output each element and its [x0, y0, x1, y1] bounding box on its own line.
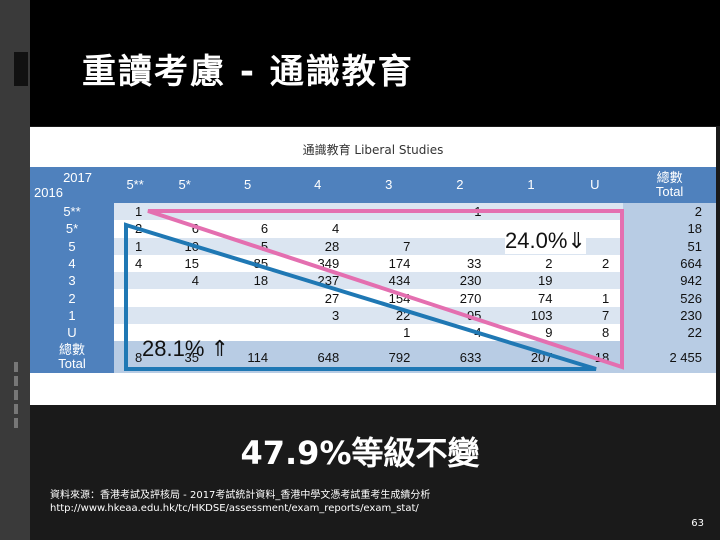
table-cell: 3 — [282, 306, 354, 325]
table-cell — [212, 324, 283, 342]
col-header: 5** — [114, 167, 157, 203]
row-total-cell: 664 — [623, 254, 716, 273]
table-row: 2 27 154 270 74 1 526 — [30, 289, 716, 307]
row-total-cell: 942 — [623, 272, 716, 290]
pink-annotation: 24.0%⇓ — [505, 228, 586, 254]
row-label: 5 — [30, 237, 114, 255]
table-cell: 15 — [156, 254, 213, 273]
table-cell — [212, 306, 283, 325]
table-cell: 28 — [282, 237, 354, 255]
decor-bar — [14, 52, 28, 86]
table-cell — [212, 289, 283, 307]
total-row-label: 總數 Total — [30, 341, 114, 374]
table-row: 3 4 18 237 434 230 19 942 — [30, 272, 716, 290]
table-cell: 2 — [495, 254, 567, 273]
table-row: U 1 4 9 8 22 — [30, 324, 716, 342]
row-label: 2 — [30, 289, 114, 307]
total-cell: 2 455 — [623, 341, 716, 374]
table-cell: 8 — [566, 324, 624, 342]
row-label: U — [30, 324, 114, 342]
blue-annotation: 28.1% ⇑ — [142, 336, 229, 361]
title-band — [30, 0, 720, 126]
table-cell — [282, 324, 354, 342]
table-cell: 9 — [495, 324, 567, 342]
source-note: 資料來源：香港考試及評核局 - 2017考試統計資料_香港中學文憑考試重考生成績… — [50, 489, 430, 515]
row-label: 3 — [30, 272, 114, 290]
table-cell: 270 — [424, 289, 496, 307]
table-cell — [424, 220, 496, 238]
blue-triangle — [124, 222, 597, 371]
table-cell: 230 — [424, 272, 496, 290]
annotation-overlay — [124, 209, 624, 371]
source-line-2: http://www.hkeaa.edu.hk/tc/HKDSE/assessm… — [50, 503, 419, 514]
row-label: 4 — [30, 254, 114, 273]
table-cell: 74 — [495, 289, 567, 307]
col-header: 總數 Total — [623, 167, 716, 203]
table-cell: 4 — [282, 220, 354, 238]
table-cell: 174 — [353, 254, 425, 273]
col-header: 2 — [424, 167, 496, 203]
col-header: 5 — [212, 167, 283, 203]
page-number: 63 — [691, 518, 704, 529]
table-cell — [424, 237, 496, 255]
table-cell — [156, 324, 213, 342]
corner-year-2016: 2016 — [34, 185, 63, 200]
col-header: 3 — [353, 167, 425, 203]
table-cell: 33 — [424, 254, 496, 273]
table-cell: 6 — [156, 220, 213, 238]
corner-cell: 2017 2016 — [30, 167, 114, 203]
source-line-1: 資料來源：香港考試及評核局 - 2017考試統計資料_香港中學文憑考試重考生成績… — [50, 490, 431, 501]
row-total-cell: 18 — [623, 220, 716, 238]
table-cell: 2 — [566, 254, 624, 273]
slide-title: 重讀考慮 - 通識教育 — [82, 52, 414, 92]
row-total-cell: 51 — [623, 237, 716, 255]
col-header: U — [566, 167, 624, 203]
row-label: 1 — [30, 306, 114, 325]
table-cell: 103 — [495, 306, 567, 325]
headline-stat: 47.9%等級不變 — [240, 434, 480, 472]
row-total-cell: 526 — [623, 289, 716, 307]
table-cell — [566, 272, 624, 290]
table-cell: 18 — [212, 272, 283, 290]
table-cell — [353, 220, 425, 238]
table-cell: 27 — [282, 289, 354, 307]
table-cell: 19 — [495, 272, 567, 290]
table-cell — [156, 289, 213, 307]
left-strip — [0, 0, 30, 540]
col-header: 1 — [495, 167, 567, 203]
pink-triangle — [147, 209, 624, 370]
table-cell: 1 — [566, 289, 624, 307]
table-cell: 7 — [566, 306, 624, 325]
row-total-cell: 2 — [623, 203, 716, 221]
corner-year-2017: 2017 — [63, 170, 92, 185]
col-header: 4 — [282, 167, 354, 203]
row-total-cell: 230 — [623, 306, 716, 325]
row-total-cell: 22 — [623, 324, 716, 342]
table-caption: 通識教育 Liberal Studies — [302, 143, 444, 157]
decor-dots — [14, 358, 20, 432]
col-header: 5* — [156, 167, 213, 203]
row-label: 5* — [30, 220, 114, 238]
row-label: 5** — [30, 203, 114, 221]
table-cell — [156, 306, 213, 325]
table-cell: 1 — [353, 324, 425, 342]
results-table-panel: 通識教育 Liberal Studies 2017 2016 5** 5* 5 4 3 2… — [30, 127, 716, 405]
table-row: 4 4 15 85 349 174 33 2 2 664 — [30, 254, 716, 273]
table-cell: 6 — [212, 220, 283, 238]
table-cell: 7 — [353, 237, 425, 255]
table-cell: 4 — [156, 272, 213, 290]
table-cell: 1 — [114, 203, 157, 221]
